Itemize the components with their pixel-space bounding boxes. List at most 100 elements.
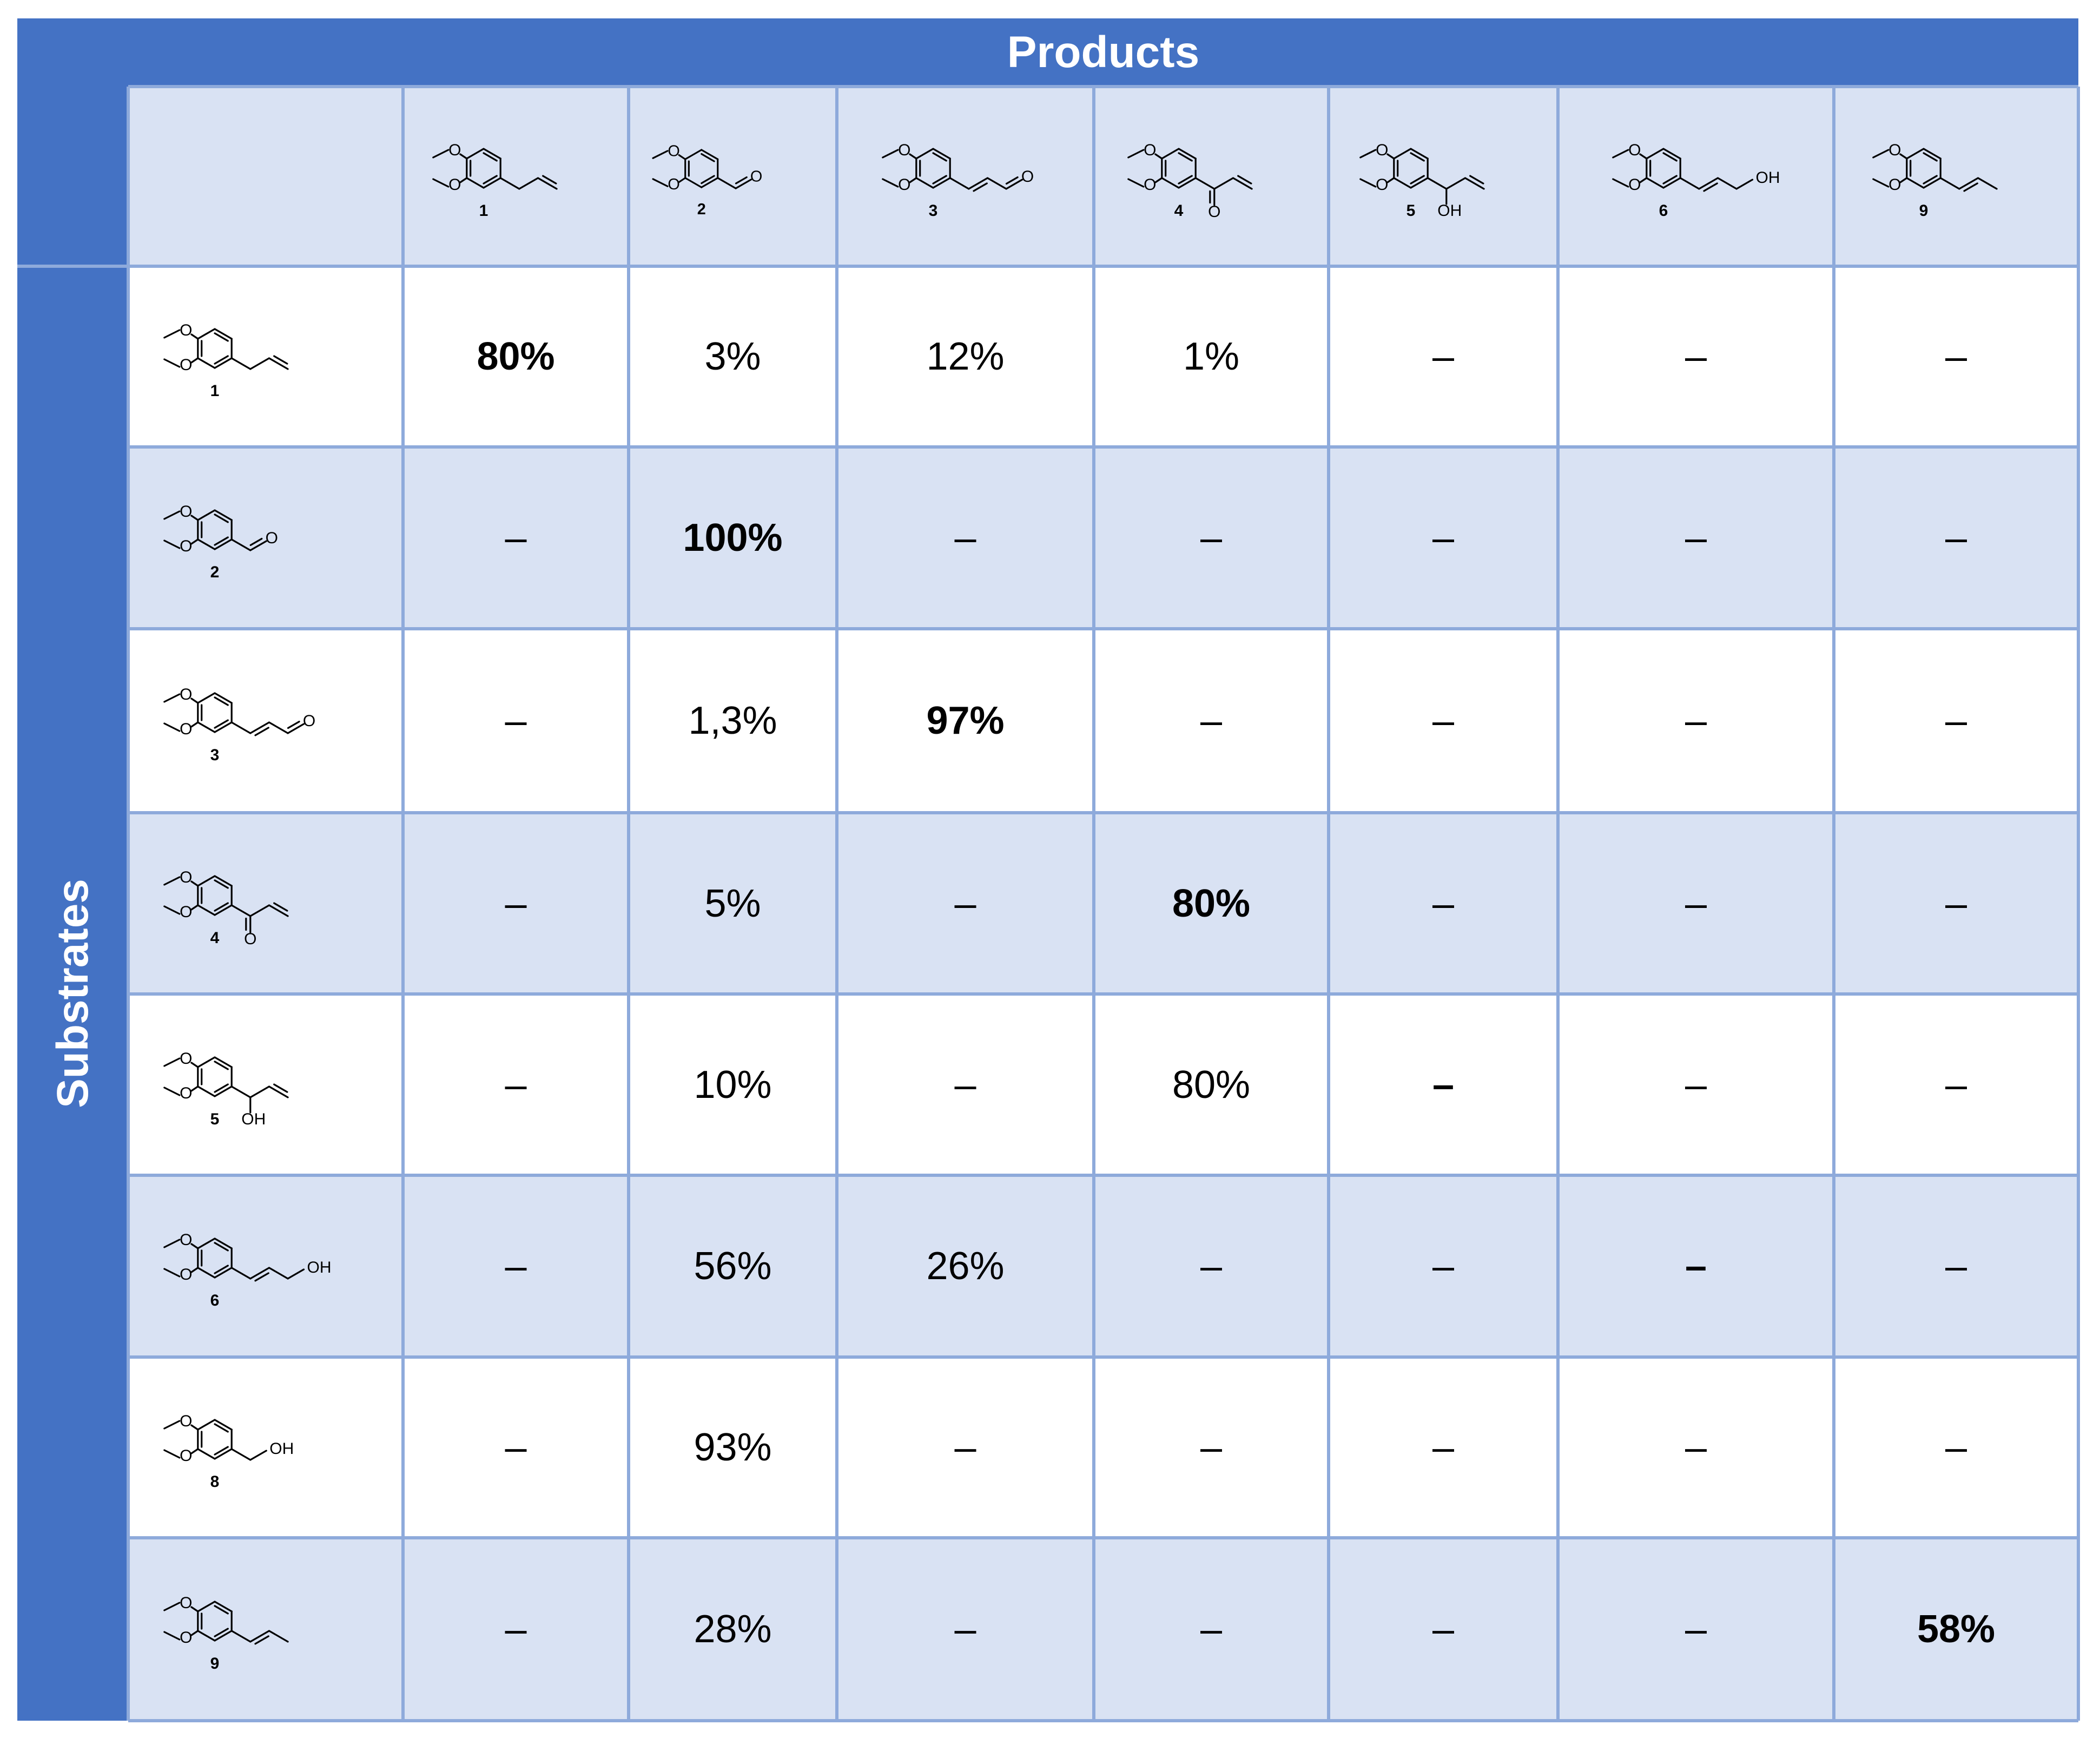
table-cell: – [1834, 813, 2078, 994]
table-cell: – [1329, 1175, 1558, 1357]
table-cell: – [403, 1538, 629, 1721]
grid-vline [1092, 87, 1095, 1721]
grid-hline [128, 445, 2078, 449]
oxygen-label: O [180, 1412, 192, 1430]
table-cell: – [1834, 266, 2078, 447]
compound-number: 3 [928, 202, 937, 220]
structure-cinnamaldehyde: OO O3 [881, 141, 1034, 220]
grid-hline [128, 811, 2078, 814]
compound-number: 4 [210, 929, 220, 946]
table-cell: – [1558, 1357, 1834, 1538]
table-cell: – [403, 447, 629, 629]
substrates-title-wrap: Substrates [17, 266, 128, 1721]
oxygen-label: O [1208, 203, 1220, 221]
oxygen-label: O [266, 529, 278, 547]
substrate-5: O O OH 5 [128, 994, 403, 1175]
table-cell: – [1094, 1538, 1329, 1721]
table-cell: – [1329, 1538, 1558, 1721]
grid-vline [835, 87, 838, 1721]
oxygen-label: O [898, 176, 910, 194]
oxygen-label: O [1628, 141, 1641, 159]
table-cell: – [1329, 447, 1558, 629]
compound-number: 6 [1659, 202, 1668, 220]
grid-vline [2077, 87, 2080, 1721]
oxygen-label: O [180, 686, 192, 703]
oxygen-label: O [668, 142, 679, 160]
table-cell: – [1834, 629, 2078, 813]
structure-allyl-alcohol: OO OH 5 [1359, 141, 1485, 220]
table-cell: 58% [1834, 1538, 2078, 1721]
corner-cell [128, 87, 403, 266]
table-cell: – [1094, 447, 1329, 629]
structure-cinnamaldehyde: OO O3 [163, 686, 315, 764]
table-cell: 5% [629, 813, 837, 994]
compound-number: 5 [1406, 202, 1416, 220]
structure-benzyl-alcohol: OO OH 8 [163, 1412, 294, 1491]
compound-number: 2 [210, 563, 220, 581]
product-header-5: O O OH 5 [1329, 87, 1558, 266]
structure-allyl: OO1 [163, 321, 289, 400]
oxygen-label: O [180, 1629, 192, 1647]
oxygen-label: O [1376, 176, 1388, 194]
substrates-header-band [17, 18, 128, 1721]
substrates-title: Substrates [48, 879, 97, 1108]
table-cell: 80% [1094, 813, 1329, 994]
hydroxyl-label: OH [241, 1110, 266, 1128]
table-cell: – [1834, 1175, 2078, 1357]
oxygen-label: O [180, 1084, 192, 1102]
structure-allyl-alcohol: OO OH 5 [163, 1049, 289, 1128]
table-cell: 97% [837, 629, 1094, 813]
grid-hline [128, 627, 2078, 630]
table-cell: – [1329, 813, 1558, 994]
oxygen-label: O [303, 712, 315, 730]
oxygen-label: O [180, 537, 192, 555]
table-cell: – [403, 629, 629, 813]
table-cell: – [1329, 629, 1558, 813]
oxygen-label: O [180, 903, 192, 920]
table-cell: – [1094, 629, 1329, 813]
compound-number: 1 [210, 382, 220, 400]
table-cell: – [837, 813, 1094, 994]
grid-vline [627, 87, 630, 1721]
table-cell: 3% [629, 266, 837, 447]
table-cell: 1,3% [629, 629, 837, 813]
oxygen-label: O [180, 868, 192, 886]
table-cell: – [1558, 994, 1834, 1175]
compound-number: 9 [1919, 202, 1929, 220]
table-cell: – [837, 1357, 1094, 1538]
table-cell: – [1834, 1357, 2078, 1538]
table-cell: 80% [1094, 994, 1329, 1175]
hydroxyl-label: OH [307, 1259, 332, 1276]
table-cell: – [1329, 994, 1558, 1175]
oxygen-label: O [668, 176, 679, 193]
oxygen-label: O [180, 321, 192, 339]
grid-vline [1327, 87, 1330, 1721]
table-cell: – [403, 1357, 629, 1538]
structure-allyl: OO1 [432, 141, 558, 220]
oxygen-label: O [898, 141, 910, 159]
table-cell: – [1834, 447, 2078, 629]
structure-propenyl: OO9 [1872, 141, 1998, 220]
compound-number: 1 [479, 202, 488, 220]
grid-vline [1832, 87, 1835, 1721]
oxygen-label: O [1376, 141, 1388, 159]
grid-vline [401, 87, 405, 1721]
oxygen-label: O [448, 176, 461, 194]
table-cell: 93% [629, 1357, 837, 1538]
table-cell: 28% [629, 1538, 837, 1721]
table-cell: – [1558, 1538, 1834, 1721]
grid-hline [128, 1536, 2078, 1539]
products-title: Products [1007, 28, 1200, 77]
hydroxyl-label: OH [1756, 169, 1780, 187]
oxygen-label: O [180, 503, 192, 521]
grid-vline [127, 87, 130, 1721]
substrate-6: O O OH 6 [128, 1175, 403, 1357]
